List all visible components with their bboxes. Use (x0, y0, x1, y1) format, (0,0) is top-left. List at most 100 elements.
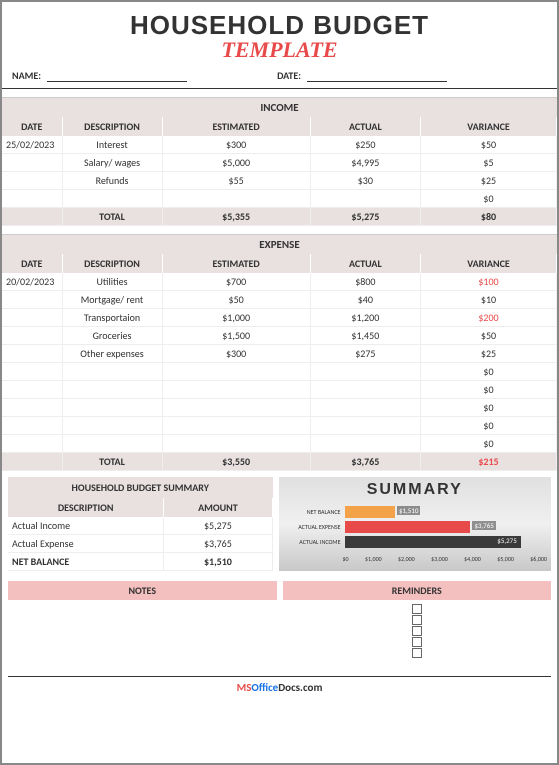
bar-value: $3,765 (472, 521, 496, 530)
cell-act: $1,450 (310, 327, 420, 345)
cell-desc (62, 381, 162, 399)
col-estimated: ESTIMATED (162, 254, 310, 273)
cell-desc: Transportaion (62, 309, 162, 327)
table-row: 20/02/2023 Utilities $700 $800 $100 (2, 273, 557, 291)
cell-desc: Mortgage/ rent (62, 291, 162, 309)
cell-act (310, 381, 420, 399)
date-underline (307, 70, 447, 82)
cell-act: $40 (310, 291, 420, 309)
cell-act (310, 417, 420, 435)
axis-tick: $0 (343, 555, 349, 563)
reminder-checkbox (412, 604, 422, 614)
cell-est (162, 417, 310, 435)
bar-label: NET BALANCE (285, 508, 345, 516)
table-row: Refunds $55 $30 $25 (2, 172, 557, 190)
name-underline (47, 70, 187, 82)
cell-date (2, 291, 62, 309)
income-table: DATEDESCRIPTIONESTIMATEDACTUALVARIANCE 2… (2, 117, 557, 226)
total-act: $5,275 (310, 208, 420, 226)
cell-est (162, 381, 310, 399)
notes-body (8, 600, 277, 650)
cell-date: 20/02/2023 (2, 273, 62, 291)
reminder-checkbox (412, 626, 422, 636)
total-est: $3,550 (162, 453, 310, 471)
reminder-checkbox (412, 615, 422, 625)
cell-var: $50 (420, 327, 556, 345)
cell-var: $50 (420, 136, 556, 154)
reminder-checkbox (412, 637, 422, 647)
cell-var: $0 (420, 417, 556, 435)
chart-bar-row: ACTUAL INCOME $5,275 (285, 536, 546, 548)
cell-act: $30 (310, 172, 420, 190)
bar-value: $1,510 (397, 506, 421, 515)
cell-var: $10 (420, 291, 556, 309)
axis-tick: $4,000 (464, 555, 481, 563)
cell-date (2, 172, 62, 190)
table-row: $0 (2, 381, 557, 399)
axis-tick: $5,000 (497, 555, 514, 563)
cell-desc (62, 190, 162, 208)
cell-var: $5 (420, 154, 556, 172)
col-variance: VARIANCE (420, 117, 556, 136)
cell-est: $300 (162, 136, 310, 154)
table-row: Groceries $1,500 $1,450 $50 (2, 327, 557, 345)
cell-est: $700 (162, 273, 310, 291)
reminders-body (283, 600, 552, 662)
bar: $5,275 (345, 536, 521, 548)
total-var: $80 (420, 208, 556, 226)
cell-act: $275 (310, 345, 420, 363)
cell-var: $25 (420, 345, 556, 363)
axis-tick: $3,000 (431, 555, 448, 563)
cell-var: $200 (420, 309, 556, 327)
name-field: NAME: (12, 69, 187, 82)
cell-date (2, 309, 62, 327)
reminders-heading: REMINDERS (283, 581, 552, 600)
net-amt: $1,510 (164, 553, 272, 571)
chart-bar-row: ACTUAL EXPENSE $3,765 (285, 521, 546, 533)
reminders-section: REMINDERS (283, 581, 552, 662)
cell-est: $1,500 (162, 327, 310, 345)
table-row: $0 (2, 363, 557, 381)
cell-var: $25 (420, 172, 556, 190)
cell-desc (62, 435, 162, 453)
axis-tick: $2,000 (398, 555, 415, 563)
bar: $3,765 (345, 521, 471, 533)
table-row: Salary/ wages $5,000 $4,995 $5 (2, 154, 557, 172)
table-row: $0 (2, 435, 557, 453)
cell-act (310, 399, 420, 417)
cell-var: $0 (420, 399, 556, 417)
cell-var: $0 (420, 381, 556, 399)
cell-act (310, 435, 420, 453)
cell-desc: Refunds (62, 172, 162, 190)
cell-date (2, 399, 62, 417)
cell-desc: Interest (62, 136, 162, 154)
cell-est (162, 435, 310, 453)
cell-desc: Utilities (62, 273, 162, 291)
cell-date (2, 327, 62, 345)
summary-desc: Actual Expense (8, 535, 164, 553)
cell-var: $0 (420, 435, 556, 453)
table-row: Transportaion $1,000 $1,200 $200 (2, 309, 557, 327)
footer-ms: MS (237, 681, 252, 694)
total-row: TOTAL$3,550$3,765$215 (2, 453, 557, 471)
bar-track: $1,510 (345, 506, 546, 518)
meta-row: NAME: DATE: (2, 65, 557, 89)
cell-date (2, 363, 62, 381)
cell-date (2, 435, 62, 453)
table-row: Other expenses $300 $275 $25 (2, 345, 557, 363)
col-date: DATE (2, 117, 62, 136)
cell-act: $1,200 (310, 309, 420, 327)
name-label: NAME: (12, 69, 41, 82)
cell-est: $50 (162, 291, 310, 309)
net-desc: NET BALANCE (8, 553, 164, 571)
cell-desc: Other expenses (62, 345, 162, 363)
chart-title: SUMMARY (283, 481, 548, 499)
col-description: DESCRIPTION (8, 498, 164, 517)
cell-desc (62, 363, 162, 381)
cell-act: $4,995 (310, 154, 420, 172)
date-label: DATE: (277, 69, 301, 82)
cell-est (162, 399, 310, 417)
cell-date (2, 154, 62, 172)
axis-tick: $6,000 (530, 555, 547, 563)
col-variance: VARIANCE (420, 254, 556, 273)
